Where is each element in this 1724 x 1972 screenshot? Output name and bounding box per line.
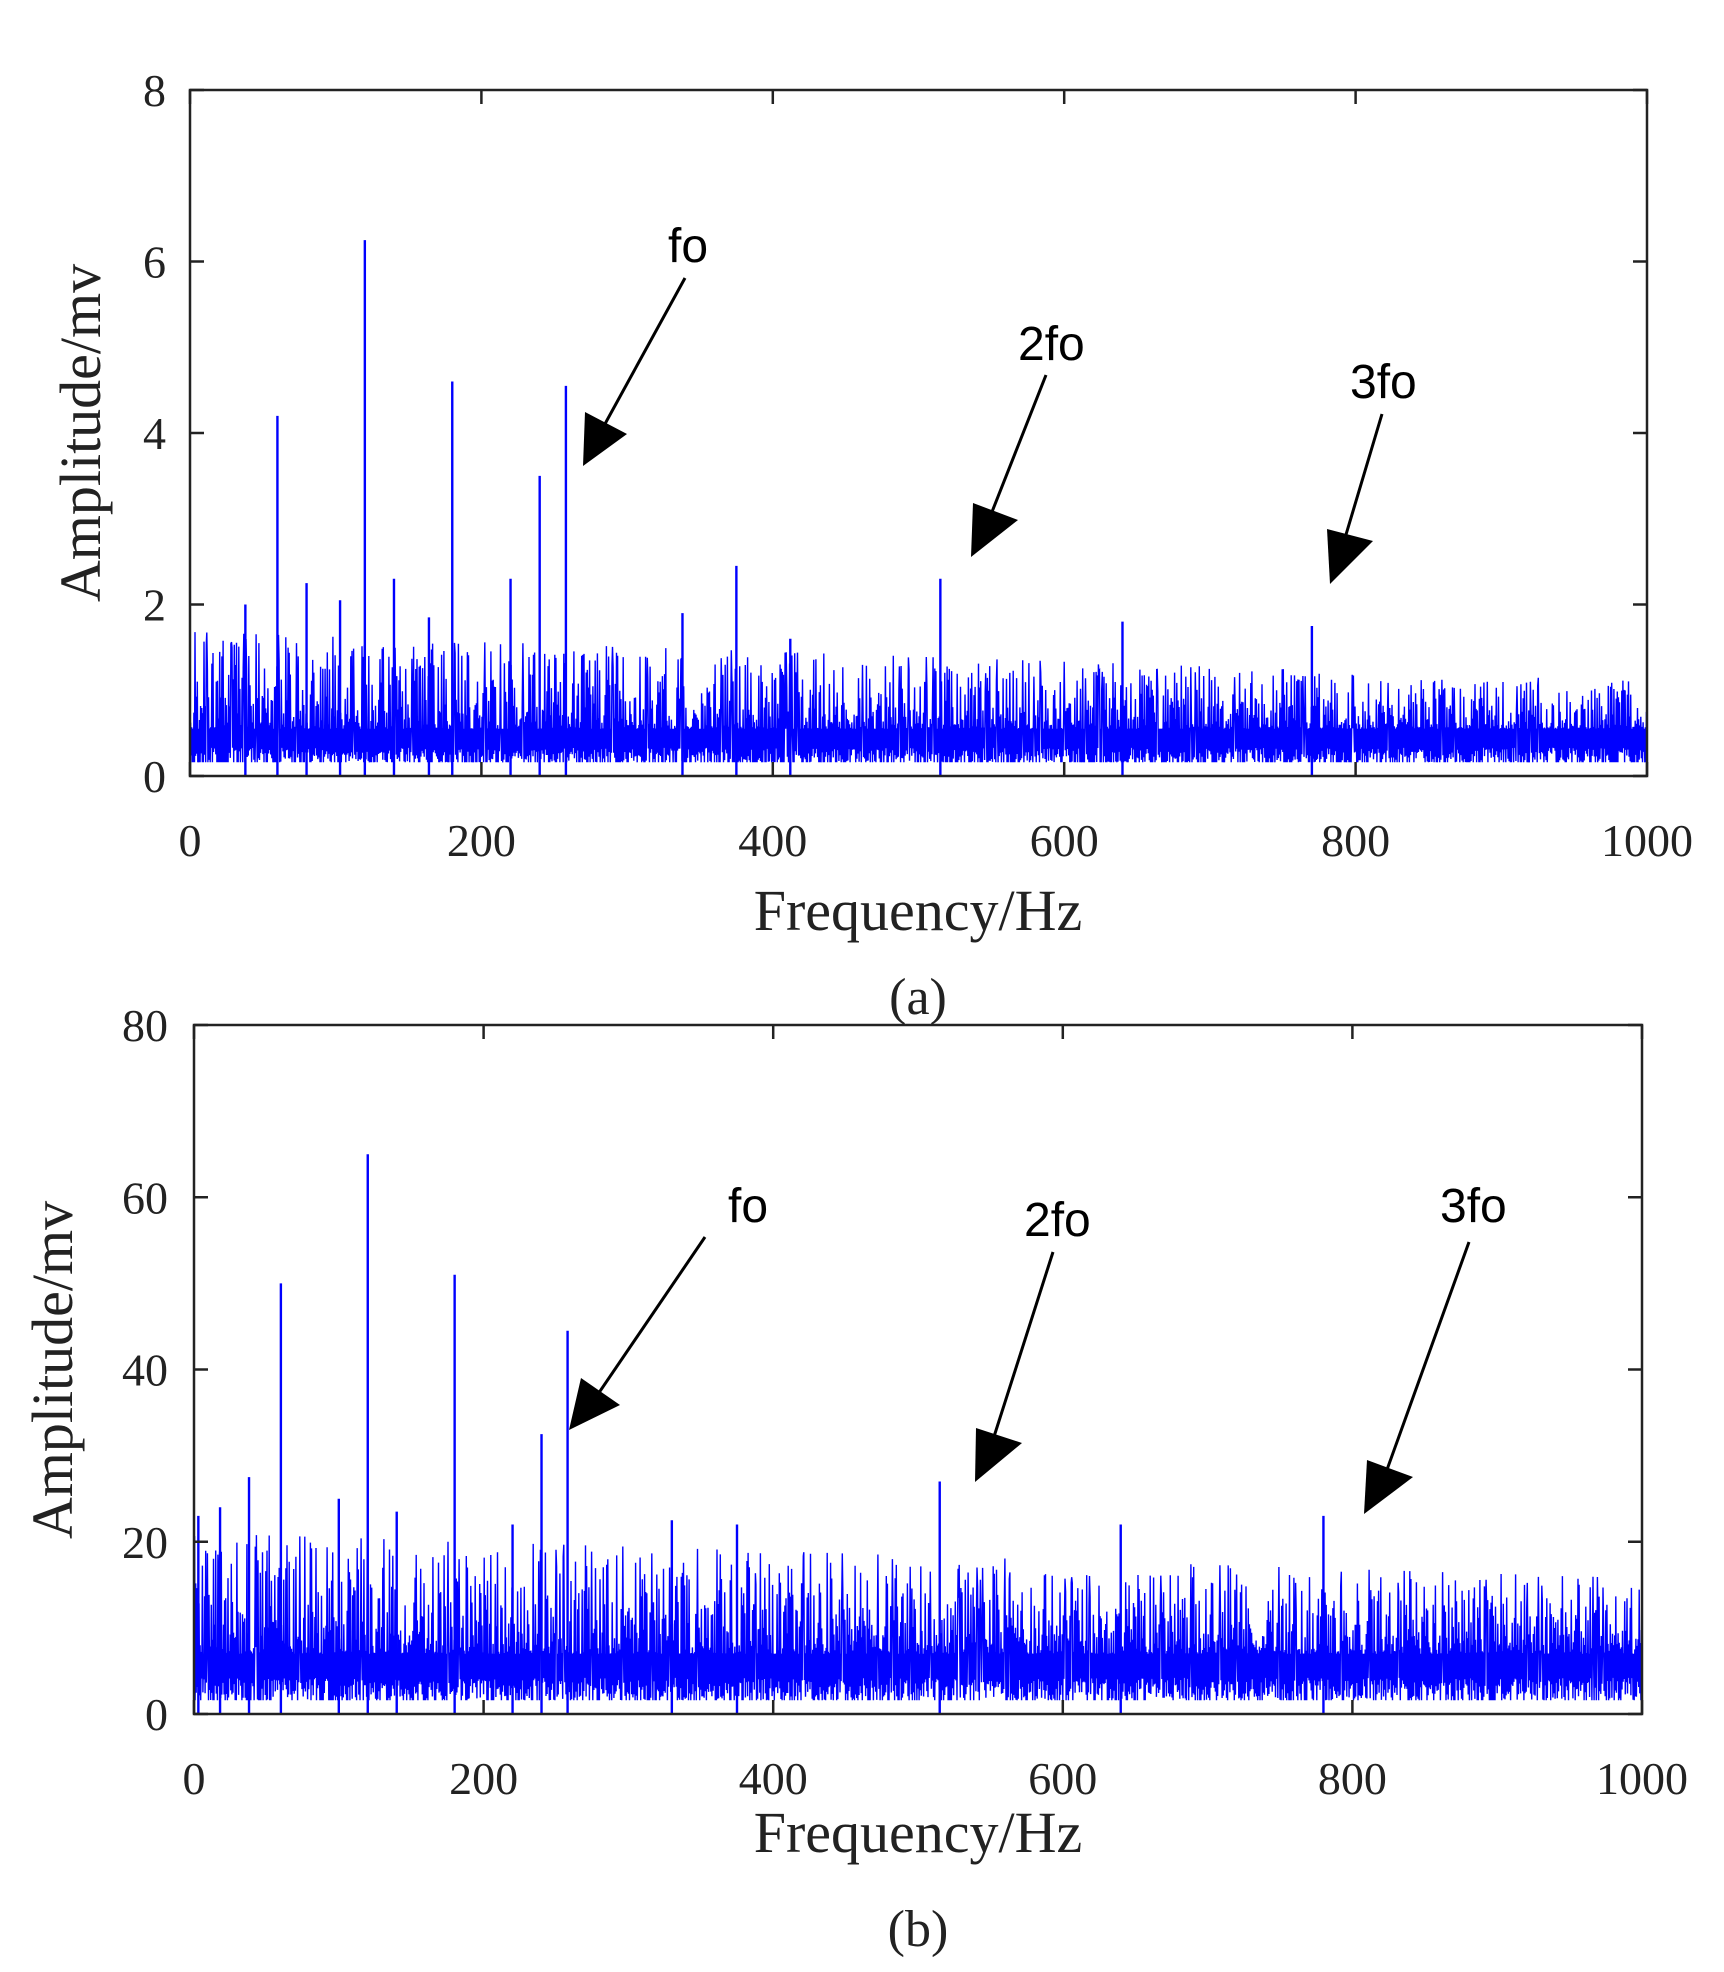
panel-a-x-tick-label: 200 (447, 815, 516, 866)
annotation-arrow-head (583, 412, 627, 466)
annotation-arrow-head (971, 503, 1018, 557)
annotation-arrow-shaft (1382, 1241, 1471, 1479)
panel-b-x-axis-label: Frequency/Hz (754, 1800, 1083, 1865)
panel-a-spectrum-series (189, 240, 1648, 776)
panel-a-y-tick-label: 0 (143, 751, 166, 802)
panel-a-annotations: fo 2fo 3fo (583, 220, 1417, 584)
panel-a: 0 200 400 600 800 1000 0 2 4 6 8 Frequen… (48, 65, 1693, 1026)
annotation-arrow-shaft (989, 1251, 1055, 1447)
annotation-fo-label: fo (728, 1180, 768, 1233)
annotation-arrow-shaft (598, 277, 687, 434)
panel-a-y-tick-label: 8 (143, 65, 166, 116)
panel-b-y-axis-label: Amplitude/mv (20, 1201, 85, 1539)
annotation-2fo-label: 2fo (1024, 1194, 1091, 1247)
panel-a-x-axis-label: Frequency/Hz (754, 878, 1083, 943)
panel-a-x-tick-label: 1000 (1601, 815, 1693, 866)
panel-b-ticks (192, 1023, 1644, 1716)
panel-a-caption: (a) (889, 969, 947, 1026)
panel-a-ticks (188, 88, 1649, 778)
panel-b-x-tick-label: 400 (739, 1753, 808, 1804)
panel-b-y-tick-label: 20 (122, 1517, 168, 1568)
annotation-fo-label: fo (668, 220, 708, 273)
annotation-arrow-shaft (592, 1236, 707, 1401)
panel-a-y-tick-label: 6 (143, 237, 166, 288)
panel-a-x-tick-label: 800 (1321, 815, 1390, 866)
panel-b-x-tick-label: 200 (449, 1753, 518, 1804)
panel-b-spectrum-series (193, 1154, 1643, 1714)
panel-a-x-tick-label: 400 (738, 815, 807, 866)
panel-a-x-tick-label: 0 (179, 815, 202, 866)
panel-b: 0 200 400 600 800 1000 0 20 40 60 80 Fre… (20, 1000, 1688, 1958)
annotation-3fo-label: 3fo (1350, 356, 1417, 409)
annotation-arrow-shaft (986, 374, 1048, 523)
panel-b-y-tick-label: 80 (122, 1000, 168, 1051)
panel-b-y-tick-label: 60 (122, 1172, 168, 1223)
panel-a-axes-frame (188, 88, 1649, 778)
panel-a-y-axis-label: Amplitude/mv (48, 264, 113, 602)
annotation-2fo-label: 2fo (1018, 318, 1085, 371)
panel-a-y-tick-label: 2 (143, 580, 166, 631)
panel-b-x-tick-label: 600 (1028, 1753, 1097, 1804)
panel-b-y-tick-label: 40 (122, 1345, 168, 1396)
annotation-arrow-head (975, 1428, 1022, 1482)
panel-b-x-tick-label: 0 (183, 1753, 206, 1804)
panel-a-x-tick-label: 600 (1030, 815, 1099, 866)
annotation-arrow-head (1327, 529, 1373, 584)
panel-b-annotations: fo 2fo 3fo (569, 1180, 1507, 1514)
panel-b-x-tick-label: 800 (1318, 1753, 1387, 1804)
spectrum-noise-line (193, 1535, 1643, 1701)
panel-b-y-tick-label: 0 (145, 1689, 168, 1740)
panel-b-x-tick-label: 1000 (1596, 1753, 1688, 1804)
annotation-arrow-head (569, 1378, 620, 1430)
annotation-arrow-head (1364, 1460, 1413, 1514)
annotation-arrow-shaft (1340, 413, 1384, 549)
panel-a-y-tick-label: 4 (143, 408, 166, 459)
spectrum-noise-line (189, 632, 1648, 763)
panel-b-caption: (b) (888, 1901, 949, 1958)
annotation-3fo-label: 3fo (1440, 1180, 1507, 1233)
